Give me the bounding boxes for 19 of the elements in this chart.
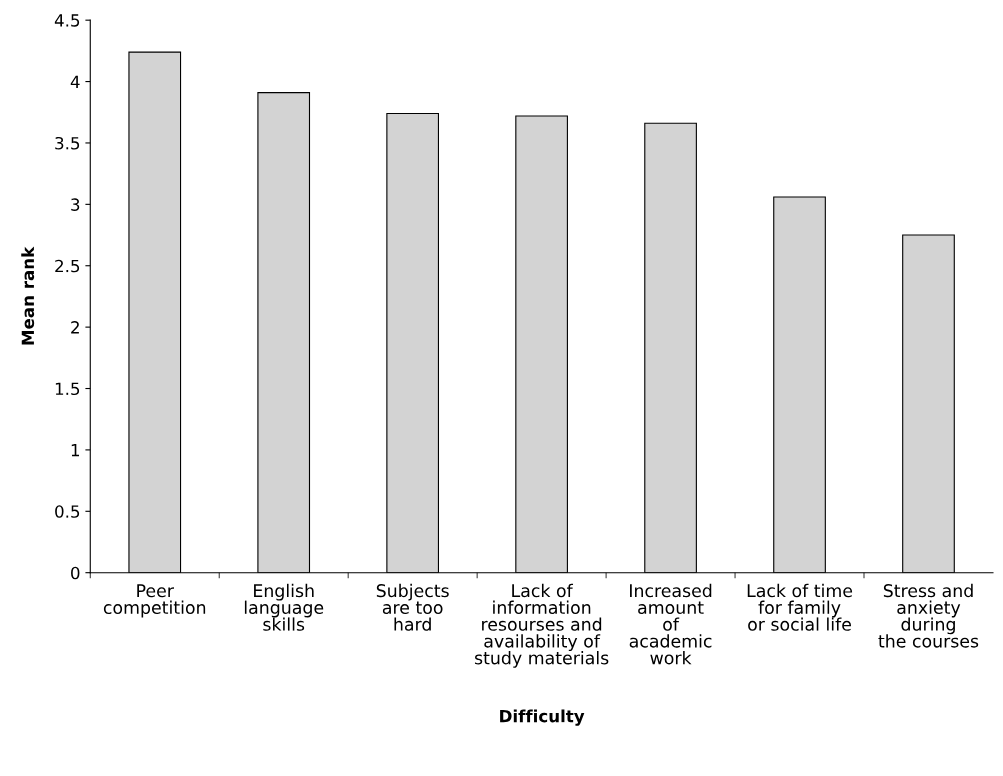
x-axis-title: Difficulty — [500, 709, 585, 726]
x-tick-label: Stress and anxiety during the courses — [878, 583, 979, 648]
y-axis-title: Mean rank — [21, 246, 35, 345]
x-tick-label: Lack of time for family or social life — [747, 583, 853, 631]
y-tick-label: 4 — [70, 75, 80, 88]
y-tick-label: 2.5 — [55, 259, 80, 273]
y-tick-label: 1.5 — [55, 382, 80, 396]
x-tick-label: English language skills — [244, 583, 324, 631]
x-tick-label: Peer competition — [103, 584, 206, 618]
x-tick-label: Subjects are too hard — [376, 583, 449, 631]
y-tick-label: 4.5 — [54, 14, 80, 27]
x-tick-label: Lack of information resourses and availability of study materials — [474, 583, 609, 668]
y-tick-label: 3 — [71, 198, 80, 211]
y-tick-label: 1 — [71, 444, 80, 457]
y-tick-label: 3.5 — [55, 136, 80, 150]
y-tick-label: 0.5 — [55, 505, 80, 518]
x-tick-label: Increased amount of academic work — [629, 583, 712, 665]
y-tick-label: 2 — [71, 321, 79, 334]
y-tick-label: 0 — [71, 566, 80, 580]
